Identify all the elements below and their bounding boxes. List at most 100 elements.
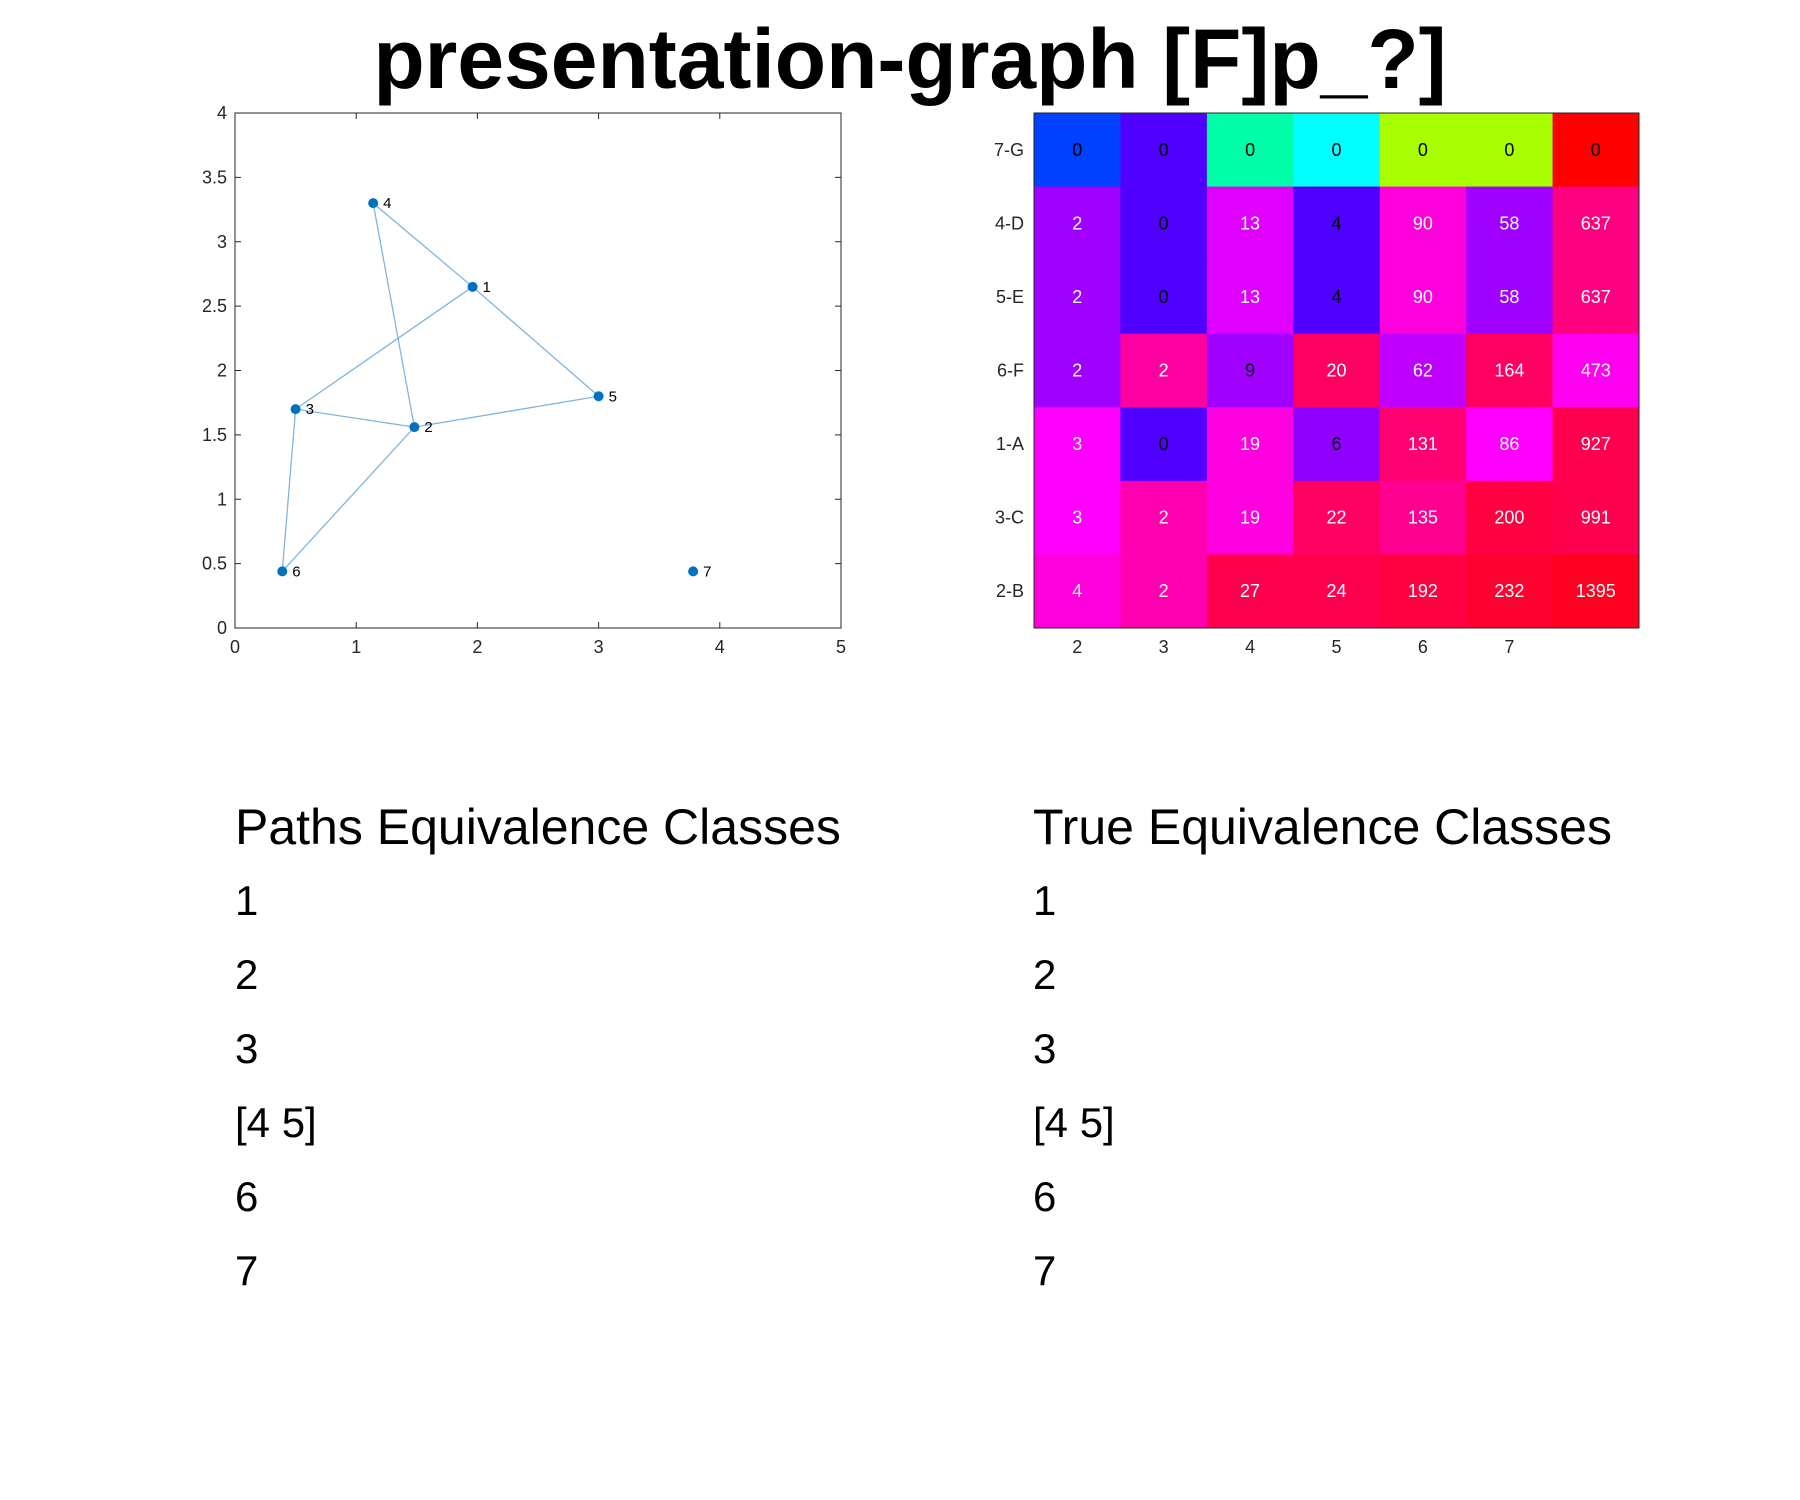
graph-edge — [295, 286, 473, 410]
heatmap-value: 0 — [1591, 140, 1601, 160]
heatmap-value: 637 — [1581, 287, 1611, 307]
heatmap-cell — [1034, 113, 1121, 188]
x-tick-label: 1 — [351, 637, 361, 657]
true-class-item: 6 — [1033, 1173, 1057, 1220]
heatmap-value: 637 — [1581, 213, 1611, 233]
heatmap-value: 22 — [1326, 508, 1346, 528]
true-class-item: [4 5] — [1033, 1099, 1115, 1146]
graph-node — [467, 281, 478, 292]
heatmap-value: 232 — [1494, 581, 1524, 601]
graph-node — [688, 566, 699, 577]
heatmap-value: 62 — [1413, 361, 1433, 381]
plot-frame — [234, 112, 842, 629]
heatmap-value: 13 — [1240, 287, 1260, 307]
heatmap-cell — [1466, 333, 1554, 408]
heatmap-cell — [1552, 480, 1640, 555]
heatmap-value: 4 — [1072, 581, 1082, 601]
heatmap-col-label: 2 — [1072, 637, 1082, 657]
heatmap-cell — [1120, 554, 1208, 629]
heatmap-value: 86 — [1499, 434, 1519, 454]
heatmap-cell — [1206, 480, 1294, 555]
y-tick-label: 0.5 — [202, 554, 227, 574]
heatmap-value: 2 — [1072, 213, 1082, 233]
heatmap-value: 2 — [1072, 287, 1082, 307]
heatmap-cell — [1552, 554, 1640, 629]
heatmap-cell — [1120, 480, 1208, 555]
heatmap-cell — [1552, 333, 1640, 408]
heatmap-row-label: 4-D — [995, 213, 1024, 233]
heatmap-cell — [1379, 333, 1467, 408]
true-class-item: 1 — [1033, 877, 1057, 924]
heatmap-value: 200 — [1494, 508, 1524, 528]
heatmap-row-label: 7-G — [994, 140, 1024, 160]
heatmap-value: 19 — [1240, 434, 1260, 454]
heatmap-value: 0 — [1159, 434, 1169, 454]
heatmap-cell — [1293, 113, 1381, 188]
heatmap-value: 0 — [1331, 140, 1341, 160]
heatmap-cell — [1206, 407, 1294, 482]
heatmap-col-label: 7 — [1504, 637, 1514, 657]
node-label: 1 — [483, 279, 491, 296]
heatmap-value: 58 — [1499, 213, 1519, 233]
heatmap-value: 0 — [1072, 140, 1082, 160]
paths-class-item: [4 5] — [235, 1099, 317, 1146]
graph-edge — [281, 426, 415, 572]
heatmap-value: 0 — [1159, 213, 1169, 233]
x-tick-label: 0 — [230, 637, 240, 657]
heatmap-value: 6 — [1331, 434, 1341, 454]
heatmap-cell — [1206, 186, 1294, 261]
heatmap-cell — [1466, 407, 1554, 482]
heatmap-value: 27 — [1240, 581, 1260, 601]
heatmap-value: 0 — [1504, 140, 1514, 160]
heatmap-cell — [1293, 554, 1381, 629]
heatmap-value: 4 — [1331, 287, 1341, 307]
heatmap-cell — [1293, 186, 1381, 261]
y-tick-label: 1.5 — [202, 425, 227, 445]
heatmap-row-label: 3-C — [995, 508, 1024, 528]
y-tick-label: 3 — [217, 232, 227, 252]
heatmap-cell — [1466, 554, 1554, 629]
heatmap-cell — [1293, 480, 1381, 555]
heatmap-row-label: 1-A — [996, 434, 1024, 454]
graph-edge — [372, 202, 473, 288]
y-tick-label: 3.5 — [202, 167, 227, 187]
true-class-item: 3 — [1033, 1025, 1057, 1072]
heatmap-cell — [1120, 407, 1208, 482]
heatmap-row-label: 5-E — [996, 287, 1024, 307]
y-tick-label: 4 — [217, 103, 227, 123]
node-label: 2 — [424, 419, 432, 436]
heatmap-cell — [1379, 554, 1467, 629]
graph-edge — [372, 203, 416, 428]
y-tick-label: 0 — [217, 618, 227, 638]
heatmap-cell — [1466, 480, 1554, 555]
heatmap-value: 19 — [1240, 508, 1260, 528]
heatmap-value: 131 — [1408, 434, 1438, 454]
heatmap-cell — [1120, 260, 1208, 335]
heatmap-value: 0 — [1245, 140, 1255, 160]
heatmap-cell — [1293, 333, 1381, 408]
paths-class-item: 7 — [235, 1247, 259, 1294]
heatmap-cell — [1466, 186, 1554, 261]
heatmap-cell — [1034, 260, 1121, 335]
heatmap-col-label: 6 — [1418, 637, 1428, 657]
graph-edge — [472, 286, 600, 397]
true-class-item: 7 — [1033, 1247, 1057, 1294]
y-tick-label: 2 — [217, 361, 227, 381]
y-tick-label: 2.5 — [202, 296, 227, 316]
graph-edge — [295, 408, 415, 428]
heatmap-value: 24 — [1326, 581, 1346, 601]
heatmap-cell — [1120, 113, 1208, 188]
heatmap-cell — [1034, 407, 1121, 482]
heatmap-cell — [1034, 480, 1121, 555]
heatmap-cell — [1293, 407, 1381, 482]
graph-node — [409, 422, 420, 433]
heatmap-value: 2 — [1159, 361, 1169, 381]
heatmap-cell — [1466, 260, 1554, 335]
graph-node — [290, 404, 301, 415]
heatmap-value: 90 — [1413, 213, 1433, 233]
true-class-item: 2 — [1033, 951, 1057, 998]
heatmap-frame — [1033, 112, 1640, 629]
heatmap-row-label: 2-B — [996, 581, 1024, 601]
heatmap-cell — [1552, 260, 1640, 335]
heatmap-cell — [1379, 260, 1467, 335]
